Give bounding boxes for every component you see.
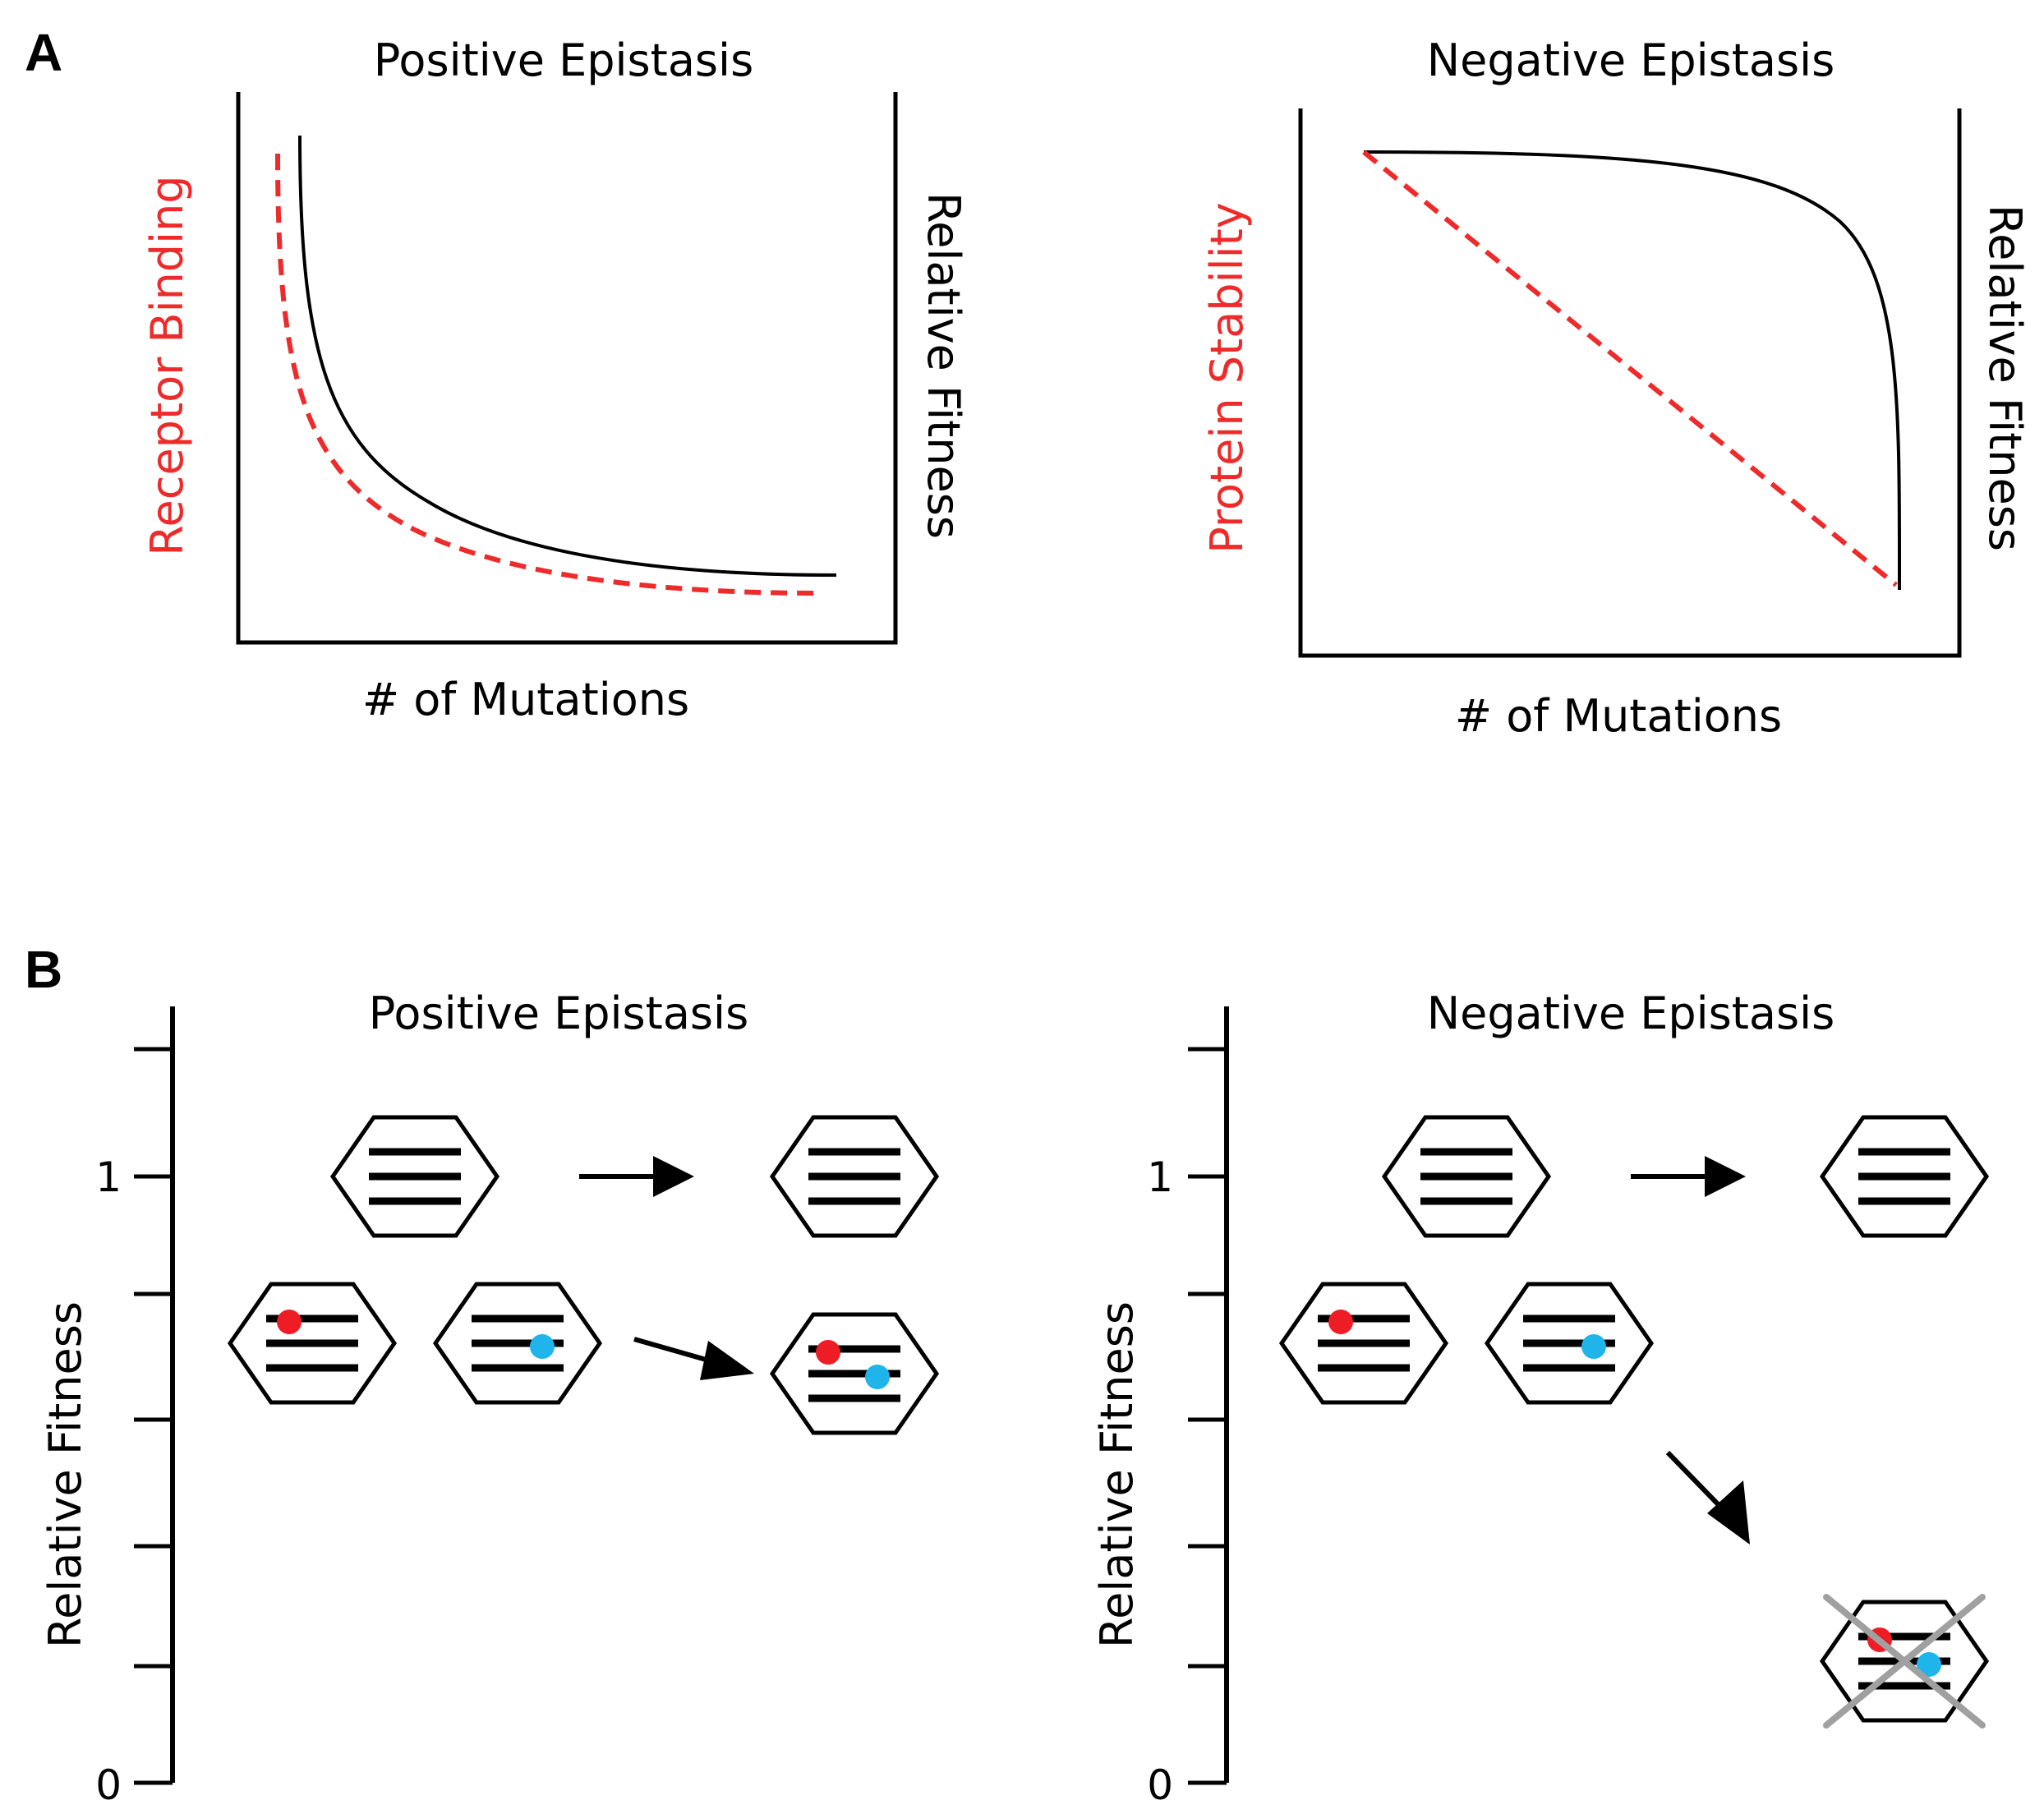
panel-b-negative-title: Negative Epistasis — [1427, 988, 1835, 1039]
mutation-blue-dot — [865, 1365, 890, 1389]
tick-label-1: 1 — [95, 1153, 122, 1201]
panel-b-positive-y-label: Relative Fitness — [39, 1301, 91, 1648]
panel-b-positive-diagram: Positive Epistasis 1 0 Relative Fitness — [39, 988, 937, 1809]
single-mutant-blue — [1487, 1284, 1651, 1402]
cross-out-icon — [1823, 1594, 1986, 1729]
panel-a-negative-axes — [1298, 108, 1962, 658]
relative-fitness-curve — [298, 135, 837, 577]
mutation-blue-dot — [530, 1334, 555, 1359]
mutation-blue-dot — [1917, 1652, 1941, 1677]
panel-b-negative-diagram: Negative Epistasis 1 0 Relative Fitness — [1091, 988, 1986, 1809]
panel-a-letter: A — [25, 23, 62, 82]
panel-b-positive-title: Positive Epistasis — [369, 988, 748, 1039]
panel-b-letter: B — [25, 940, 62, 999]
fitness-axis-ticks — [134, 1047, 173, 1785]
panel-a-negative-x-label: # of Mutations — [1455, 690, 1782, 742]
wild-type-virus-result — [772, 1117, 937, 1236]
mutation-red-dot — [1328, 1310, 1353, 1334]
double-mutant-fit — [772, 1314, 937, 1433]
relative-fitness-curve — [1363, 150, 1902, 591]
mutation-red-dot — [816, 1340, 840, 1365]
panel-a-negative-title: Negative Epistasis — [1427, 35, 1835, 86]
protein-stability-line — [1362, 150, 1898, 587]
mutation-red-dot — [277, 1310, 302, 1334]
mutation-blue-dot — [1581, 1334, 1606, 1359]
arrow-down-right — [633, 1337, 754, 1380]
panel-a-positive-left-y-label: Receptor Binding — [141, 175, 193, 555]
panel-a-positive-axes — [236, 92, 898, 645]
panel-a-positive-title: Positive Epistasis — [374, 35, 753, 86]
panel-a-positive-right-y-label: Relative Fitness — [918, 192, 969, 539]
arrow-right — [579, 1156, 694, 1197]
arrow-right — [1631, 1156, 1746, 1197]
wild-type-virus — [1384, 1117, 1549, 1236]
single-mutant-red — [230, 1284, 394, 1402]
tick-label-0: 0 — [95, 1761, 122, 1809]
panel-a-negative-left-y-label: Protein Stability — [1201, 202, 1253, 553]
panel-a-positive-plot: Positive Epistasis # of Mutations Recept… — [141, 35, 969, 725]
panel-b-negative-y-label: Relative Fitness — [1091, 1301, 1143, 1648]
double-mutant-lethal — [1822, 1594, 1986, 1729]
tick-label-1: 1 — [1147, 1153, 1173, 1201]
arrow-down-right — [1665, 1450, 1750, 1545]
wild-type-virus — [333, 1117, 497, 1236]
panel-a-positive-x-label: # of Mutations — [362, 674, 689, 725]
single-mutant-red — [1282, 1284, 1446, 1402]
tick-label-0: 0 — [1147, 1761, 1173, 1809]
receptor-binding-curve — [275, 153, 817, 596]
wild-type-virus-result — [1822, 1117, 1986, 1236]
panel-a-negative-right-y-label: Relative Fitness — [1979, 205, 2031, 551]
single-mutant-blue — [435, 1284, 600, 1402]
fitness-axis-ticks — [1188, 1047, 1227, 1785]
panel-a-negative-plot: Negative Epistasis # of Mutations Protei… — [1201, 35, 2031, 742]
